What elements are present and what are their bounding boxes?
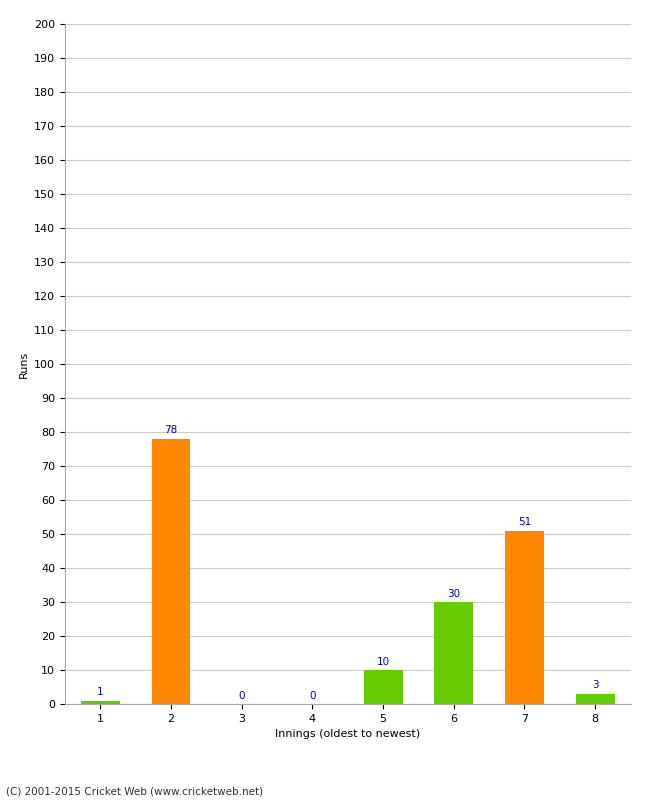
Text: 0: 0 <box>239 690 245 701</box>
Text: 10: 10 <box>376 657 389 666</box>
Text: 78: 78 <box>164 426 177 435</box>
Text: 51: 51 <box>518 518 531 527</box>
Y-axis label: Runs: Runs <box>19 350 29 378</box>
Text: 1: 1 <box>97 687 103 697</box>
Bar <box>151 438 190 704</box>
X-axis label: Innings (oldest to newest): Innings (oldest to newest) <box>275 730 421 739</box>
Text: 3: 3 <box>592 680 599 690</box>
Text: 30: 30 <box>447 589 460 598</box>
Bar <box>363 670 402 704</box>
Bar <box>434 602 473 704</box>
Bar <box>505 530 544 704</box>
Bar <box>81 701 120 704</box>
Text: 0: 0 <box>309 690 316 701</box>
Bar <box>576 694 615 704</box>
Text: (C) 2001-2015 Cricket Web (www.cricketweb.net): (C) 2001-2015 Cricket Web (www.cricketwe… <box>6 786 264 796</box>
